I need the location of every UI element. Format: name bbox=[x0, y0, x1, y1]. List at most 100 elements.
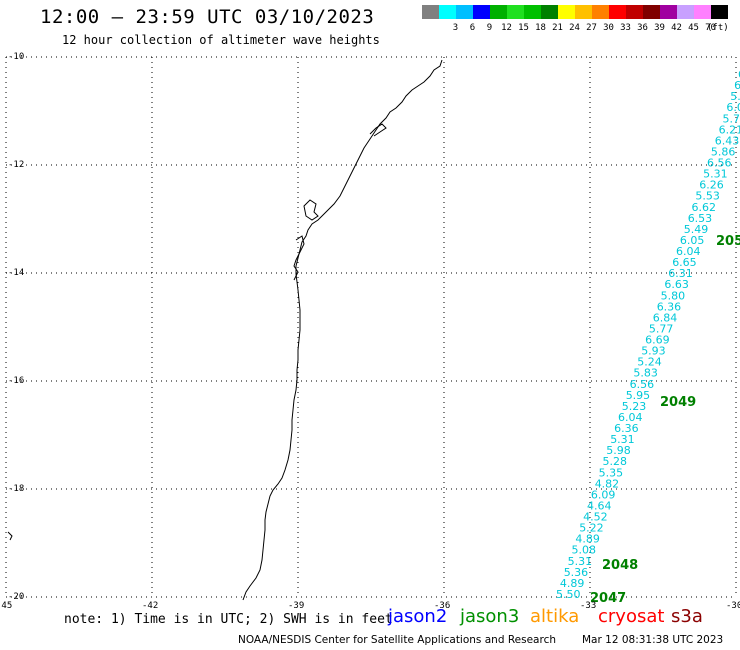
island bbox=[7, 531, 13, 541]
wave-height-value: 4.64 bbox=[587, 500, 612, 513]
longitude-label: -33 bbox=[580, 601, 597, 611]
scale-swatch bbox=[592, 5, 609, 19]
latitude-label: -20 bbox=[8, 592, 25, 602]
scale-label: 12 bbox=[501, 23, 512, 33]
scale-label: 42 bbox=[671, 23, 682, 33]
footer-credit: NOAA/NESDIS Center for Satellite Applica… bbox=[238, 634, 556, 646]
scale-unit: (ft) bbox=[707, 23, 729, 33]
wave-height-value: 6.63 bbox=[664, 278, 689, 291]
scale-swatch bbox=[694, 5, 711, 19]
wave-height-value: 5.23 bbox=[622, 400, 647, 413]
latitude-label: -12 bbox=[8, 160, 25, 170]
scale-swatch bbox=[507, 5, 524, 19]
coastline-bay bbox=[293, 123, 387, 281]
scale-swatch bbox=[660, 5, 677, 19]
scale-label: 36 bbox=[637, 23, 648, 33]
wave-height-value: 5.31 bbox=[703, 168, 728, 181]
generated-timestamp: Mar 12 08:31:38 UTC 2023 bbox=[582, 634, 724, 646]
footnote: note: 1) Time is in UTC; 2) SWH is in fe… bbox=[64, 612, 393, 627]
lat-lon-grid bbox=[5, 56, 737, 598]
scale-label: 15 bbox=[518, 23, 529, 33]
pass-number-label: 2049 bbox=[660, 395, 696, 410]
wave-height-value: 6.0 bbox=[726, 101, 740, 114]
pass-number-label: 2047 bbox=[590, 591, 626, 606]
wave-height-value: 6.36 bbox=[657, 300, 682, 313]
wave-height-value: 6.21 bbox=[719, 123, 740, 136]
scale-label: 3 bbox=[452, 23, 459, 33]
longitude-label: -45 bbox=[0, 601, 13, 611]
longitude-label: -30 bbox=[726, 601, 740, 611]
wave-height-value: 5.31 bbox=[568, 555, 593, 568]
scale-swatch bbox=[677, 5, 694, 19]
wave-height-value: 4.89 bbox=[560, 577, 585, 590]
wave-height-value: 4.82 bbox=[595, 477, 620, 490]
scale-label: 24 bbox=[569, 23, 580, 33]
wave-height-value: 6.84 bbox=[653, 311, 678, 324]
wave-height-value: 6.65 bbox=[672, 256, 697, 269]
latitude-label: -16 bbox=[8, 376, 25, 386]
satellite-legend-cryosat: cryosat bbox=[598, 606, 665, 627]
scale-label: 9 bbox=[486, 23, 493, 33]
longitude-label: -39 bbox=[288, 601, 305, 611]
scale-swatch bbox=[609, 5, 626, 19]
scale-swatch bbox=[439, 5, 456, 19]
wave-height-value: 6 bbox=[734, 79, 740, 92]
satellite-legend-altika: altika bbox=[530, 606, 580, 627]
wave-height-value: 6.04 bbox=[618, 411, 643, 424]
satellite-legend-jason2: jason2 bbox=[388, 606, 448, 627]
wave-height-value: 6.05 bbox=[680, 234, 705, 247]
wave-height-value: 4.52 bbox=[583, 511, 608, 524]
wave-height-value: 5.83 bbox=[633, 367, 658, 380]
wave-height-value: 5.31 bbox=[610, 433, 635, 446]
wave-height-value: 6.26 bbox=[699, 179, 724, 192]
satellite-legend-jason3: jason3 bbox=[460, 606, 520, 627]
scale-swatch bbox=[490, 5, 507, 19]
wave-height-value: 5.98 bbox=[606, 444, 631, 457]
scale-swatch bbox=[422, 5, 439, 19]
scale-swatch bbox=[558, 5, 575, 19]
wave-height-value: 5.86 bbox=[711, 145, 736, 158]
scale-swatch bbox=[456, 5, 473, 19]
wave-height-value: 5.35 bbox=[599, 466, 624, 479]
wave-height-value: 6.31 bbox=[668, 267, 693, 280]
wave-height-value: 5.49 bbox=[684, 223, 709, 236]
satellite-track: 665.6.05.716.216.435.866.565.316.265.536… bbox=[556, 68, 740, 606]
wave-height-value: 5.71 bbox=[723, 112, 740, 125]
latitude-label: -10 bbox=[8, 52, 25, 62]
wave-height-value: 5.77 bbox=[649, 323, 674, 336]
wave-height-value: 6.43 bbox=[715, 134, 740, 147]
wave-height-value: 5.08 bbox=[572, 544, 597, 557]
scale-swatch bbox=[473, 5, 490, 19]
latitude-label: -14 bbox=[8, 268, 25, 278]
scale-swatch bbox=[711, 5, 728, 19]
scale-label: 27 bbox=[586, 23, 597, 33]
wave-height-value: 6.04 bbox=[676, 245, 701, 258]
wave-height-value: 6.53 bbox=[688, 212, 713, 225]
map-title: 12:00 — 23:59 UTC 03/10/2023 bbox=[40, 6, 375, 28]
wave-height-value: 6.36 bbox=[614, 422, 639, 435]
wave-height-value: 6 bbox=[738, 68, 740, 81]
satellite-legend-s3a: s3a bbox=[671, 606, 703, 627]
scale-swatch bbox=[524, 5, 541, 19]
scale-swatch bbox=[575, 5, 592, 19]
longitude-label: -36 bbox=[434, 601, 451, 611]
scale-label: 6 bbox=[469, 23, 476, 33]
wave-height-value: 5.28 bbox=[603, 455, 628, 468]
wave-height-value: 5.93 bbox=[641, 345, 666, 358]
wave-height-value: 5.50 bbox=[556, 588, 581, 601]
pass-number-label: 205 bbox=[716, 234, 740, 249]
scale-label: 45 bbox=[688, 23, 699, 33]
wave-height-value: 6.56 bbox=[630, 378, 655, 391]
scale-label: 39 bbox=[654, 23, 665, 33]
wave-height-value: 4.89 bbox=[575, 533, 600, 546]
wave-height-value: 6.62 bbox=[692, 201, 717, 214]
wave-height-value: 5.22 bbox=[579, 522, 604, 535]
scale-label: 33 bbox=[620, 23, 631, 33]
wave-height-value: 5.24 bbox=[637, 356, 662, 369]
wave-height-value: 5.95 bbox=[626, 389, 651, 402]
wave-height-value: 6.09 bbox=[591, 488, 616, 501]
pass-number-label: 2048 bbox=[602, 558, 638, 573]
coastline bbox=[242, 59, 443, 601]
scale-label: 70 bbox=[705, 23, 716, 33]
